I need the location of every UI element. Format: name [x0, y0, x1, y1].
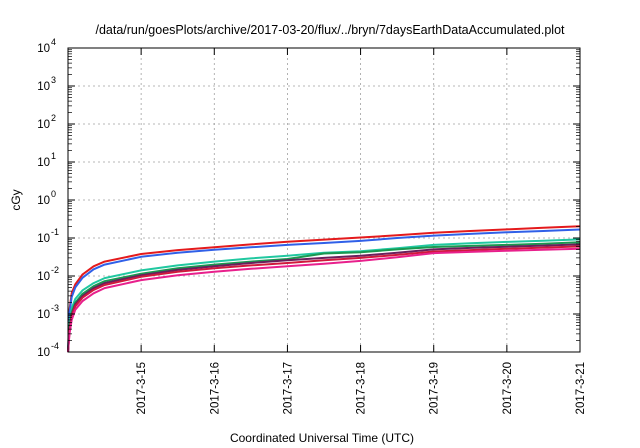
series-line	[67, 241, 581, 353]
series-line	[67, 247, 581, 353]
x-tick-label: 2017-3-21	[575, 362, 587, 414]
ticks	[68, 47, 581, 353]
y-tick-exponent: -3	[51, 303, 59, 313]
grid-lines	[68, 48, 580, 352]
y-tick-base: 10	[37, 81, 50, 93]
series-line	[67, 243, 581, 353]
x-tick-labels: 2017-3-15 2017-3-16 2017-3-17 2017-3-18 2017…	[136, 362, 587, 414]
y-tick-base: 10	[37, 195, 50, 207]
y-tick-exponent: 3	[51, 75, 56, 85]
x-tick-label: 2017-3-18	[356, 362, 368, 414]
series-line	[67, 225, 581, 353]
y-tick-base: 10	[37, 43, 50, 55]
series-line	[67, 228, 581, 353]
y-tick-exponent: 2	[51, 113, 56, 123]
y-tick-exponent: -4	[51, 341, 59, 351]
x-tick-label: 2017-3-15	[136, 362, 148, 414]
y-tick-exponent: -2	[51, 265, 59, 275]
y-tick-label: 103	[37, 75, 56, 93]
y-tick-exponent: -1	[51, 227, 59, 237]
x-tick-label: 2017-3-19	[429, 362, 441, 414]
y-axis-label: cGy	[9, 189, 23, 210]
x-tick-label: 2017-3-17	[282, 362, 294, 414]
y-tick-label: 10-3	[37, 303, 59, 321]
series-lines	[67, 225, 581, 353]
y-tick-label: 10-2	[37, 265, 59, 283]
chart-title: /data/run/goesPlots/archive/2017-03-20/f…	[95, 23, 565, 37]
y-tick-exponent: 0	[51, 189, 56, 199]
x-axis-label: Coordinated Universal Time (UTC)	[230, 431, 414, 445]
y-tick-label: 101	[37, 151, 56, 169]
y-tick-exponent: 4	[51, 37, 56, 47]
y-tick-exponent: 1	[51, 151, 56, 161]
y-tick-label: 10-1	[37, 227, 59, 245]
y-tick-base: 10	[37, 233, 50, 245]
y-tick-base: 10	[37, 157, 50, 169]
y-tick-label: 102	[37, 113, 56, 131]
series-line	[67, 238, 581, 353]
x-tick-label: 2017-3-20	[502, 362, 514, 414]
y-tick-label: 104	[37, 37, 56, 55]
y-tick-base: 10	[37, 119, 50, 131]
y-tick-base: 10	[37, 347, 50, 359]
y-tick-base: 10	[37, 309, 50, 321]
series-line	[67, 245, 581, 353]
y-tick-base: 10	[37, 271, 50, 283]
x-tick-label: 2017-3-16	[209, 362, 221, 414]
y-tick-label: 10-4	[37, 341, 59, 359]
y-tick-label: 100	[37, 189, 56, 207]
